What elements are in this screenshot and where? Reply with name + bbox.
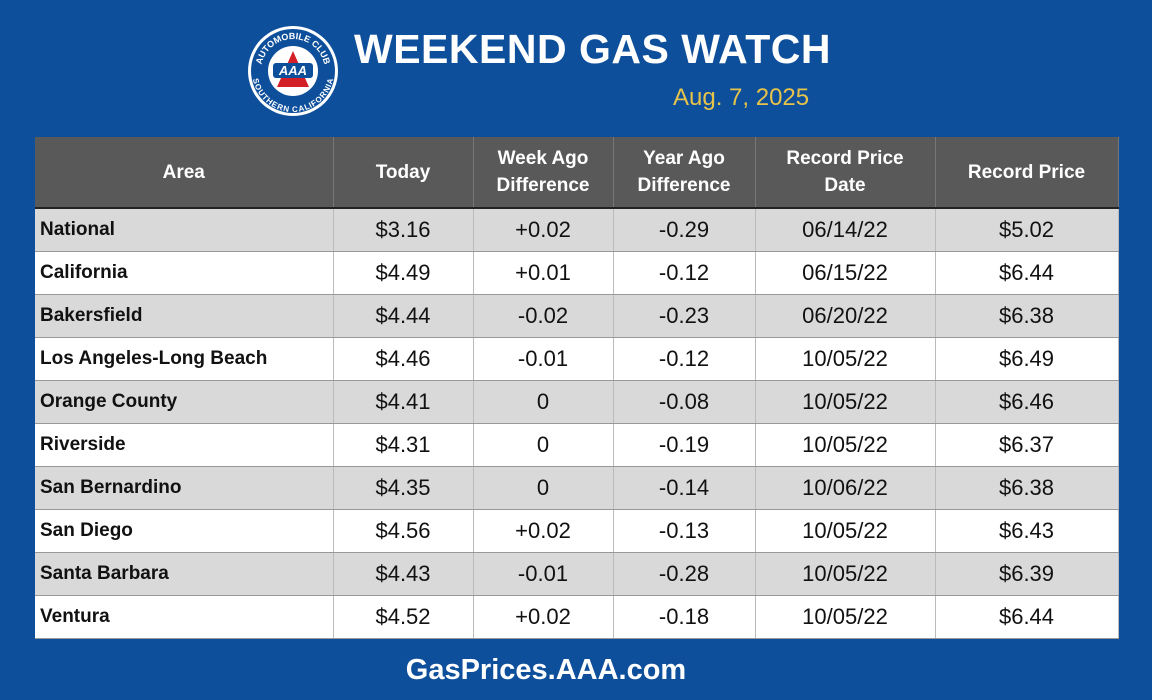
value-cell: $4.43: [333, 552, 474, 596]
value-cell: 10/05/22: [755, 380, 936, 424]
value-cell: -0.01: [473, 552, 614, 596]
value-cell: -0.14: [613, 466, 756, 510]
area-cell: Santa Barbara: [35, 552, 334, 596]
value-cell: 10/05/22: [755, 423, 936, 467]
table-row: San Bernardino $4.35 0 -0.14 10/06/22 $6.38: [35, 466, 1119, 510]
value-cell: +0.01: [473, 251, 614, 295]
value-cell: $4.56: [333, 509, 474, 553]
table-row: Riverside $4.31 0 -0.19 10/05/22 $6.37: [35, 423, 1119, 467]
price-table: Area Today Week Ago Difference Year Ago Dif…: [35, 137, 1119, 639]
area-cell: Orange County: [35, 380, 334, 424]
table-row: Ventura $4.52 +0.02 -0.18 10/05/22 $6.44: [35, 595, 1119, 639]
title: WEEKEND GAS WATCH: [354, 26, 831, 72]
column-header: Today: [333, 137, 474, 209]
value-cell: $6.43: [935, 509, 1119, 553]
area-cell: San Diego: [35, 509, 334, 553]
value-cell: $5.02: [935, 208, 1119, 252]
value-cell: 10/05/22: [755, 595, 936, 639]
value-cell: $6.49: [935, 337, 1119, 381]
logo-aaa: AAA: [278, 63, 307, 78]
table-row: National $3.16 +0.02 -0.29 06/14/22 $5.02: [35, 208, 1119, 252]
column-header: Area: [35, 137, 334, 209]
date: Aug. 7, 2025: [673, 84, 810, 111]
value-cell: +0.02: [473, 509, 614, 553]
value-cell: 0: [473, 380, 614, 424]
value-cell: 0: [473, 466, 614, 510]
value-cell: $4.35: [333, 466, 474, 510]
table-row: Orange County $4.41 0 -0.08 10/05/22 $6.46: [35, 380, 1119, 424]
area-cell: Los Angeles-Long Beach: [35, 337, 334, 381]
value-cell: 10/06/22: [755, 466, 936, 510]
table-row: Bakersfield $4.44 -0.02 -0.23 06/20/22 $6.38: [35, 294, 1119, 338]
column-header: Record Price Date: [755, 137, 936, 209]
value-cell: $6.44: [935, 251, 1119, 295]
value-cell: -0.19: [613, 423, 756, 467]
value-cell: 06/15/22: [755, 251, 936, 295]
value-cell: 06/20/22: [755, 294, 936, 338]
area-cell: Bakersfield: [35, 294, 334, 338]
value-cell: $4.49: [333, 251, 474, 295]
value-cell: $6.39: [935, 552, 1119, 596]
value-cell: $6.38: [935, 466, 1119, 510]
area-cell: Riverside: [35, 423, 334, 467]
value-cell: $4.44: [333, 294, 474, 338]
value-cell: $4.31: [333, 423, 474, 467]
value-cell: $6.44: [935, 595, 1119, 639]
table-row: Los Angeles-Long Beach $4.46 -0.01 -0.12 10/…: [35, 337, 1119, 381]
table-row: California $4.49 +0.01 -0.12 06/15/22 $6.44: [35, 251, 1119, 295]
value-cell: -0.12: [613, 337, 756, 381]
logo-plate: [273, 63, 313, 78]
column-header: Year Ago Difference: [613, 137, 756, 209]
value-cell: -0.23: [613, 294, 756, 338]
table-row: San Diego $4.56 +0.02 -0.13 10/05/22 $6.43: [35, 509, 1119, 553]
value-cell: -0.28: [613, 552, 756, 596]
value-cell: -0.08: [613, 380, 756, 424]
value-cell: $3.16: [333, 208, 474, 252]
value-cell: -0.13: [613, 509, 756, 553]
value-cell: $4.41: [333, 380, 474, 424]
value-cell: -0.12: [613, 251, 756, 295]
value-cell: $4.46: [333, 337, 474, 381]
table-row: Santa Barbara $4.43 -0.01 -0.28 10/05/22 $6.3…: [35, 552, 1119, 596]
value-cell: -0.01: [473, 337, 614, 381]
value-cell: 06/14/22: [755, 208, 936, 252]
footer-url: GasPrices.AAA.com: [405, 654, 687, 686]
column-header: Week Ago Difference: [473, 137, 614, 209]
value-cell: -0.02: [473, 294, 614, 338]
area-cell: Ventura: [35, 595, 334, 639]
value-cell: -0.18: [613, 595, 756, 639]
logo: AUTOMOBILE CLUB SOUTHERN CALIFORNIA AAA: [248, 26, 338, 116]
value-cell: $6.46: [935, 380, 1119, 424]
value-cell: -0.29: [613, 208, 756, 252]
value-cell: 0: [473, 423, 614, 467]
value-cell: +0.02: [473, 208, 614, 252]
area-cell: National: [35, 208, 334, 252]
column-header: Record Price: [935, 137, 1119, 209]
area-cell: California: [35, 251, 334, 295]
value-cell: $6.37: [935, 423, 1119, 467]
header-row: Area Today Week Ago Difference Year Ago Dif…: [35, 137, 1119, 209]
value-cell: 10/05/22: [755, 552, 936, 596]
area-cell: San Bernardino: [35, 466, 334, 510]
value-cell: $6.38: [935, 294, 1119, 338]
value-cell: +0.02: [473, 595, 614, 639]
value-cell: 10/05/22: [755, 509, 936, 553]
value-cell: 10/05/22: [755, 337, 936, 381]
value-cell: $4.52: [333, 595, 474, 639]
